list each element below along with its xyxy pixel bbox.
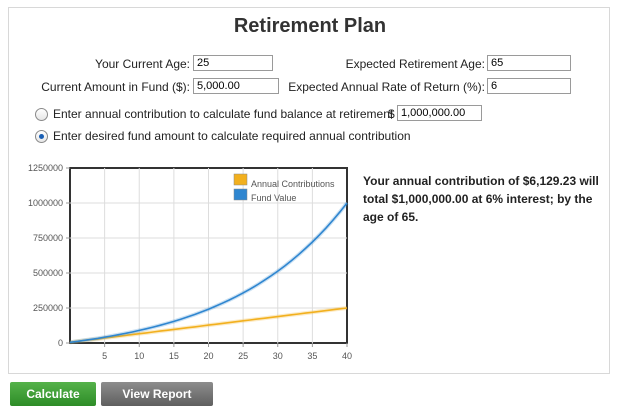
desired-amount-input[interactable] xyxy=(397,105,482,121)
view-report-button[interactable]: View Report xyxy=(101,382,213,406)
option-fund-balance-radio[interactable] xyxy=(35,108,48,121)
option-annual-contribution-radio[interactable] xyxy=(35,130,48,143)
option-annual-contribution-label: Enter desired fund amount to calculate r… xyxy=(53,129,411,143)
page-title: Retirement Plan xyxy=(233,15,387,37)
current-age-input[interactable] xyxy=(193,55,273,71)
currency-symbol: $ xyxy=(388,107,395,121)
current-age-label: Your Current Age: xyxy=(95,57,190,71)
current-amount-label: Current Amount in Fund ($): xyxy=(41,80,190,94)
retirement-age-input[interactable] xyxy=(487,55,571,71)
retirement-age-label: Expected Retirement Age: xyxy=(345,57,485,71)
rate-of-return-input[interactable] xyxy=(487,78,571,94)
calculate-button[interactable]: Calculate xyxy=(10,382,96,406)
option-fund-balance-label: Enter annual contribution to calculate f… xyxy=(53,107,394,121)
result-summary: Your annual contribution of $6,129.23 wi… xyxy=(363,174,599,224)
current-amount-input[interactable] xyxy=(193,78,279,94)
rate-of-return-label: Expected Annual Rate of Return (%): xyxy=(288,80,485,94)
